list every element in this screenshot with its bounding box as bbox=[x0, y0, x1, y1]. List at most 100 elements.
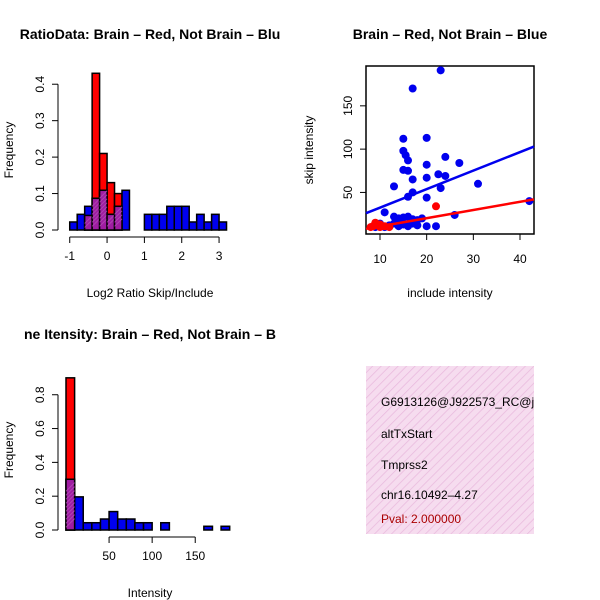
intensity-histogram-y-tick-label: 0.8 bbox=[33, 386, 47, 403]
scatter-y-tick-label: 100 bbox=[341, 139, 355, 159]
scatter-fit-line-red bbox=[365, 198, 535, 231]
intensity-histogram-overlap-hatch bbox=[65, 506, 75, 516]
scatter-point-blue bbox=[432, 222, 440, 231]
ratio-histogram-x-tick-label: 0 bbox=[104, 249, 111, 263]
intensity-histogram-axes: 50 100 150 0.0 0.2 0.4 0.6 0.8 bbox=[33, 386, 206, 563]
scatter-marks bbox=[365, 66, 535, 232]
scatter-point-blue bbox=[422, 133, 431, 142]
intensity-histogram-overlap-hatch bbox=[65, 502, 75, 512]
ratio-histogram-blue-bar bbox=[218, 221, 228, 231]
ratio-histogram-blue-bar bbox=[195, 213, 205, 231]
ratio-histogram-overlap-hatch bbox=[91, 214, 100, 223]
ratio-histogram-overlap-hatch bbox=[84, 219, 93, 228]
ratio-histogram-overlap-hatch bbox=[114, 214, 123, 223]
ratio-histogram-blue-bar bbox=[158, 213, 168, 231]
intensity-histogram-blue-bar bbox=[99, 518, 110, 531]
ratio-histogram-overlap-hatch bbox=[114, 206, 123, 215]
info-panel: G6913126@J922573_RC@j altTxStart Tmprss2… bbox=[366, 366, 534, 534]
ratio-histogram-blue-bar bbox=[210, 213, 220, 231]
scatter-point-blue bbox=[422, 193, 431, 202]
ratio-histogram-blue-bar bbox=[143, 213, 153, 231]
intensity-histogram-overlap-hatch bbox=[65, 486, 75, 496]
scatter-point-blue bbox=[380, 208, 389, 217]
ratio-histogram-overlap-hatch bbox=[106, 214, 115, 223]
info-panel-background bbox=[366, 366, 534, 534]
ratio-histogram-y-tick-label: 0.3 bbox=[33, 112, 47, 129]
intensity-histogram-overlap-bar bbox=[65, 478, 76, 531]
intensity-histogram-blue-bar bbox=[134, 521, 145, 531]
intensity-histogram-blue-bar bbox=[116, 518, 128, 531]
scatter-x-tick-label: 30 bbox=[467, 252, 481, 266]
ratio-histogram-x-tick-label: -1 bbox=[64, 249, 75, 263]
ratio-histogram-blue-bar bbox=[173, 205, 183, 231]
ratio-histogram-overlap-hatch bbox=[99, 194, 108, 203]
ratio-histogram-axes: -1 0 1 2 3 0.0 0.1 0.2 0.3 0.4 bbox=[33, 76, 223, 263]
ratio-histogram-bars bbox=[68, 72, 228, 231]
intensity-histogram-x-tick-label: 100 bbox=[142, 549, 162, 563]
ratio-histogram-x-tick-label: 1 bbox=[141, 249, 148, 263]
intensity-histogram-overlap-hatch bbox=[65, 490, 75, 500]
intensity-histogram-ylabel: Frequency bbox=[2, 422, 16, 479]
intensity-histogram-overlap-hatch bbox=[65, 518, 75, 528]
ratio-histogram-overlap-hatch bbox=[99, 206, 108, 215]
intensity-histogram-blue-bar bbox=[203, 525, 214, 531]
ratio-histogram-y-tick-label: 0.0 bbox=[33, 221, 47, 238]
scatter-y-tick-label: 50 bbox=[341, 185, 355, 199]
scatter-point-blue bbox=[404, 156, 412, 165]
intensity-histogram-title: ne Itensity: Brain – Red, Not Brain – B bbox=[24, 326, 276, 342]
scatter-x-tick-label: 40 bbox=[513, 252, 527, 266]
ratio-histogram-overlap-hatch bbox=[99, 210, 108, 219]
ratio-histogram-overlap-hatch bbox=[106, 218, 115, 227]
intensity-histogram-blue-bar bbox=[73, 496, 84, 531]
ratio-histogram-overlap-hatch bbox=[84, 215, 93, 224]
scatter-point-blue bbox=[436, 184, 445, 193]
info-locus: chr16.10492–4.27 bbox=[381, 488, 478, 502]
ratio-histogram-overlap-hatch bbox=[114, 218, 123, 227]
ratio-histogram-blue-bar bbox=[166, 205, 176, 231]
intensity-histogram-blue-bar bbox=[125, 518, 136, 531]
scatter-point-blue bbox=[413, 221, 422, 230]
scatter-point-blue bbox=[441, 152, 450, 161]
scatter-point-blue bbox=[422, 160, 431, 169]
intensity-histogram-overlap-hatch bbox=[65, 482, 75, 492]
intensity-histogram-bars bbox=[65, 377, 231, 531]
ratio-histogram-blue-bar bbox=[203, 221, 213, 231]
ratio-histogram-y-tick-label: 0.1 bbox=[33, 185, 47, 202]
ratio-histogram-overlap-hatch bbox=[91, 206, 100, 215]
ratio-histogram-overlap-hatch bbox=[99, 214, 108, 223]
ratio-histogram-blue-bar bbox=[121, 189, 131, 231]
scatter-axes: 10 20 30 40 50 100 150 bbox=[341, 96, 527, 266]
intensity-histogram-blue-bar bbox=[142, 521, 153, 531]
scatter-point-blue bbox=[404, 166, 412, 175]
intensity-histogram-overlap-hatch bbox=[65, 498, 75, 508]
ratio-histogram-title: RatioData: Brain – Red, Not Brain – Blu bbox=[20, 26, 281, 42]
scatter-point-blue bbox=[434, 170, 443, 179]
intensity-histogram-x-tick-label: 150 bbox=[185, 549, 205, 563]
ratio-histogram-xlabel: Log2 Ratio Skip/Include bbox=[87, 286, 214, 300]
scatter-point-blue bbox=[441, 171, 450, 180]
scatter-fit-line-blue bbox=[365, 145, 535, 215]
scatter-xlabel: include intensity bbox=[407, 286, 492, 300]
scatter-point-blue bbox=[408, 84, 417, 93]
intensity-histogram-y-tick-label: 0.6 bbox=[33, 420, 47, 437]
scatter-plot-box bbox=[365, 65, 535, 235]
ratio-histogram-ylabel: Frequency bbox=[2, 122, 16, 179]
intensity-histogram-blue-bar bbox=[160, 521, 171, 531]
intensity-histogram-blue-bar bbox=[82, 521, 93, 531]
ratio-histogram-y-tick-label: 0.4 bbox=[33, 76, 47, 93]
intensity-scatter-panel: Brain – Red, Not Brain – Blue 10 20 30 40 50… bbox=[302, 26, 547, 300]
ratio-histogram-x-tick-label: 3 bbox=[216, 249, 223, 263]
ratio-histogram-overlap-hatch bbox=[91, 210, 100, 219]
intensity-histogram-overlap-hatch bbox=[65, 514, 75, 524]
ratio-histogram-blue-bar bbox=[151, 213, 161, 231]
scatter-point-blue bbox=[408, 175, 417, 184]
ratio-histogram-overlap-hatch bbox=[99, 202, 108, 211]
scatter-point-red bbox=[432, 202, 440, 211]
intensity-histogram-y-tick-label: 0.4 bbox=[33, 454, 47, 471]
scatter-point-blue bbox=[399, 134, 408, 143]
ratio-histogram-overlap-hatch bbox=[91, 198, 100, 207]
scatter-point-blue bbox=[474, 179, 482, 188]
ratio-histogram-blue-bar bbox=[76, 213, 86, 231]
info-gene: Tmprss2 bbox=[381, 458, 428, 472]
info-event-type: altTxStart bbox=[381, 427, 433, 441]
